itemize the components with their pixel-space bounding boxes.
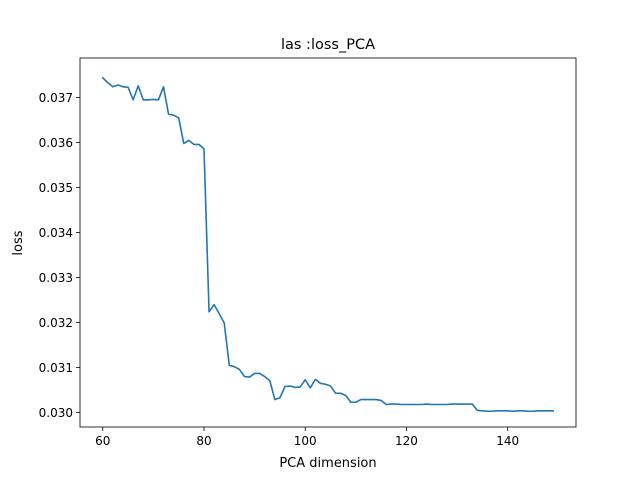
series-line-0 — [101, 76, 555, 413]
chart-title: las :loss_PCA — [281, 37, 375, 53]
x-tick-label: 80 — [196, 434, 211, 448]
y-tick-label: 0.032 — [39, 316, 73, 330]
y-tick-label: 0.035 — [39, 181, 73, 195]
y-tick-label: 0.036 — [39, 136, 73, 150]
y-axis-label: loss — [11, 230, 26, 255]
x-tick-label: 60 — [95, 434, 110, 448]
y-axis: 0.030 0.031 0.032 0.033 0.034 0.035 0.036 0.037 — [39, 91, 80, 420]
axes-frame — [79, 57, 577, 428]
x-tick-label: 120 — [395, 434, 418, 448]
plot-lines — [101, 76, 555, 413]
y-tick-label: 0.030 — [39, 406, 73, 420]
x-axis-label: PCA dimension — [279, 456, 376, 471]
y-tick-label: 0.037 — [39, 91, 73, 105]
x-tick-label: 100 — [294, 434, 317, 448]
x-axis: 60 80 100 120 140 — [95, 427, 519, 448]
y-tick-label: 0.034 — [39, 226, 73, 240]
plot-area — [80, 58, 576, 427]
x-tick-label: 140 — [496, 434, 519, 448]
y-tick-label: 0.031 — [39, 361, 73, 375]
y-tick-label: 0.033 — [39, 271, 73, 285]
